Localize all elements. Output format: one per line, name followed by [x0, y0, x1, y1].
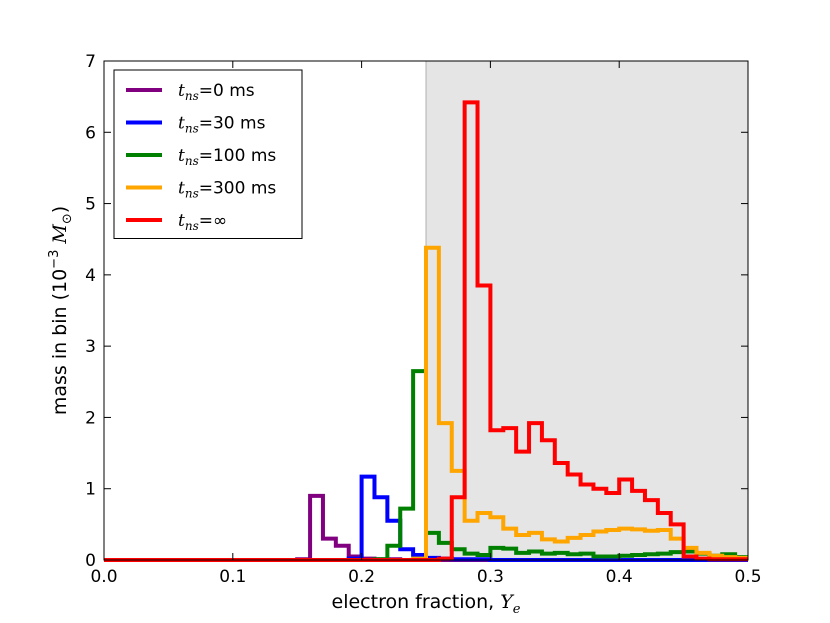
axes-frame: [103, 60, 749, 561]
x-tick-label: 0.3: [477, 567, 504, 587]
x-tick-label: 0.4: [606, 567, 633, 587]
legend-label-0: tns=0 ms: [178, 81, 255, 103]
y-tick-label: 1: [85, 480, 96, 500]
x-axis-label: electron fraction, Ye: [332, 591, 521, 617]
legend-label-2: tns=100 ms: [178, 146, 276, 168]
y-tick-label: 0: [85, 551, 96, 571]
y-axis-label-exp: −3: [47, 250, 62, 269]
x-axis-label-sub: e: [513, 602, 521, 617]
y-tick-label: 4: [85, 266, 96, 286]
plot-area: 0.0 0.1 0.2 0.3 0.4 0.5 0 1 2 3 4 5 6 7: [85, 52, 761, 587]
shaded-region: [426, 61, 748, 560]
legend-label-1: tns=30 ms: [178, 114, 266, 136]
x-axis-label-var: Y: [500, 591, 515, 613]
y-axis-label-sub: ⊙: [60, 213, 75, 224]
y-axis-label-text: mass in bin (10: [49, 269, 71, 415]
y-axis-label: mass in bin (10−3 M⊙): [47, 206, 75, 415]
ticks-layer: 0.0 0.1 0.2 0.3 0.4 0.5 0 1 2 3 4 5 6 7: [85, 52, 761, 587]
y-tick-label: 5: [85, 195, 96, 215]
legend-label-4: tns=∞: [178, 211, 227, 233]
y-tick-label: 6: [85, 123, 96, 143]
x-tick-label: 0.5: [734, 567, 761, 587]
legend: tns=0 ms tns=30 ms tns=100 ms tns=300 ms tns…: [113, 69, 303, 239]
x-axis-label-text: electron fraction,: [332, 591, 501, 613]
y-axis-label-close: ): [49, 206, 71, 213]
y-tick-label: 2: [85, 408, 96, 428]
legend-label-3: tns=300 ms: [178, 179, 276, 201]
x-tick-label: 0.2: [348, 567, 375, 587]
y-tick-label: 3: [85, 337, 96, 357]
legend-items: tns=0 ms tns=30 ms tns=100 ms tns=300 ms tns…: [126, 81, 276, 233]
x-tick-label: 0.0: [90, 567, 117, 587]
y-tick-label: 7: [85, 52, 96, 72]
y-axis-label-mid: M: [49, 224, 71, 250]
x-tick-label: 0.1: [219, 567, 246, 587]
